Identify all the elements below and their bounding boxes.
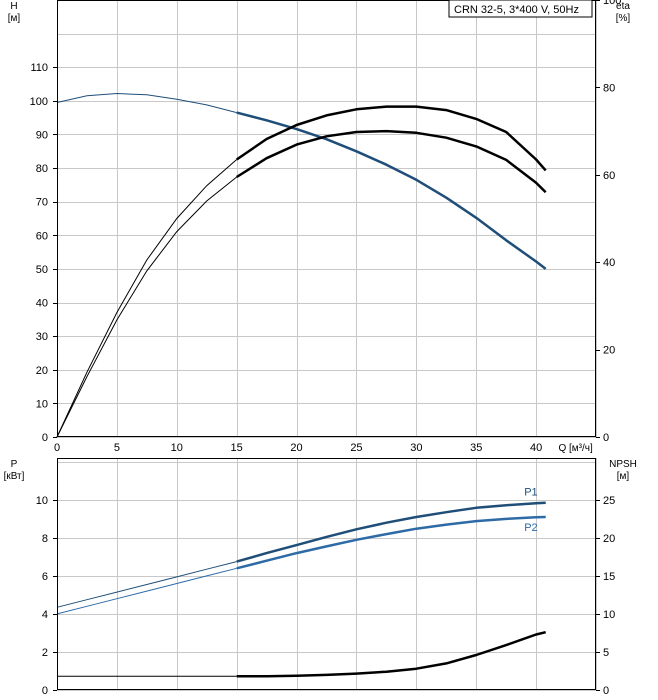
y-tick-label: 70 — [36, 197, 48, 209]
plot-frame — [57, 458, 596, 690]
y2-axis-label: eta — [616, 1, 630, 12]
y2-tick-label: 20 — [603, 345, 615, 357]
x-tick-label: 5 — [114, 442, 120, 454]
y-tick-label: 8 — [42, 533, 48, 545]
y-axis-label: H — [10, 1, 17, 12]
y-tick-label: 110 — [30, 62, 48, 74]
y-tick-label: 20 — [36, 365, 48, 377]
y-tick-label: 2 — [42, 647, 48, 659]
y2-tick-label: 25 — [603, 495, 615, 507]
y2-tick-label: 60 — [603, 170, 615, 182]
grid-lines — [57, 0, 597, 691]
y-tick-label: 0 — [42, 685, 48, 697]
legend: CRN 32-5, 3*400 V, 50Hz — [448, 0, 593, 18]
y-tick-label: 50 — [36, 264, 48, 276]
y2-tick-label: 40 — [603, 257, 615, 269]
plot-frame — [57, 0, 596, 437]
y-axis-unit: [кВт] — [4, 471, 25, 482]
curve-part-reference — [56, 176, 238, 438]
curve-part-reference — [56, 159, 238, 438]
x-tick-label: 30 — [410, 442, 422, 454]
x-tick-label: 20 — [290, 442, 302, 454]
curve-part-reference — [56, 567, 237, 615]
y2-axis-unit: [м] — [617, 471, 630, 482]
y-tick-label: 10 — [36, 495, 48, 507]
x-tick-label: 0 — [54, 442, 60, 454]
legend-text: CRN 32-5, 3*400 V, 50Hz — [454, 4, 579, 16]
y2-tick-label: 100 — [603, 0, 621, 7]
x-tick-label: 10 — [171, 442, 183, 454]
curve-part-reference — [56, 92, 237, 114]
x-axis-label: Q [м³/ч] — [558, 443, 593, 454]
tick-labels: 0102030405060708090100110020406080100024… — [30, 0, 621, 697]
y2-tick-label: 15 — [603, 571, 615, 583]
y-tick-label: 30 — [36, 331, 48, 343]
y-axis-label: P — [11, 459, 18, 470]
y-axis-unit: [м] — [8, 13, 21, 24]
y-tick-label: 6 — [42, 571, 48, 583]
x-tick-label: 25 — [350, 442, 362, 454]
y2-axis-label: NPSH — [609, 459, 637, 470]
y2-tick-label: 0 — [603, 685, 609, 697]
series-label: P2 — [524, 522, 537, 534]
y2-tick-label: 20 — [603, 533, 615, 545]
y-tick-label: 80 — [36, 163, 48, 175]
x-tick-label: 40 — [530, 442, 542, 454]
y2-axis-unit: [%] — [616, 13, 631, 24]
y2-tick-label: 80 — [603, 82, 615, 94]
y2-tick-label: 0 — [603, 432, 609, 444]
curve-part-duty — [236, 515, 546, 570]
curve-part-duty — [236, 630, 546, 678]
curve-part-duty — [236, 111, 547, 270]
y-tick-label: 60 — [36, 230, 48, 242]
curve-part-duty — [235, 105, 547, 172]
y-tick-label: 0 — [42, 432, 48, 444]
y-tick-label: 90 — [36, 129, 48, 141]
y-tick-label: 4 — [42, 609, 48, 621]
y-tick-label: 40 — [36, 298, 48, 310]
y2-tick-label: 10 — [603, 609, 615, 621]
curve-part-duty — [236, 501, 546, 563]
curve-lines — [56, 92, 547, 678]
x-tick-label: 15 — [231, 442, 243, 454]
y-tick-label: 100 — [30, 96, 48, 108]
curve-part-reference — [56, 561, 237, 608]
curve-part-duty — [236, 129, 547, 194]
y-tick-label: 10 — [36, 398, 48, 410]
series-label: P1 — [524, 487, 537, 499]
plot-frames — [57, 0, 596, 690]
y2-tick-label: 5 — [603, 647, 609, 659]
x-tick-label: 35 — [470, 442, 482, 454]
legend-box — [448, 0, 593, 18]
